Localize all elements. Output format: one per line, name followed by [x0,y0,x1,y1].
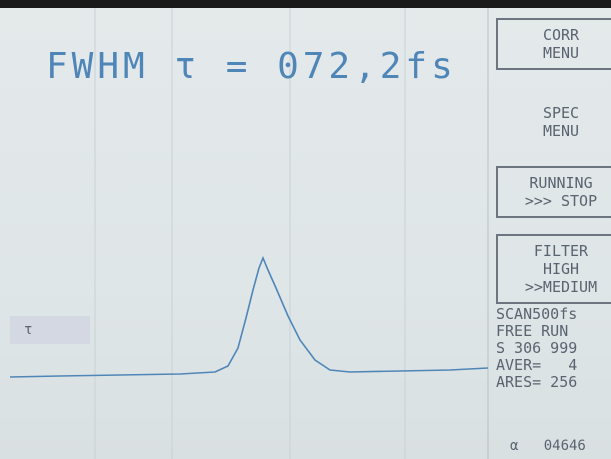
button-label: HIGH [542,260,580,278]
footer-readout: α 04646 [510,438,586,454]
status-panel: SCAN500fs FREE RUN S 306 999 AVER= 4 ARES= 2… [496,306,577,391]
button-label: FILTER [533,242,589,260]
menu-button[interactable]: CORR MENU [496,18,611,70]
trace-area [9,8,489,459]
instrument-screen: FWHM τ = 072,2fs CORR MENU SPEC MENU RUNNING… [0,8,611,459]
status-line: FREE RUN [496,322,569,340]
button-label: SPEC [542,104,580,122]
tau-marker: τ [10,316,90,344]
status-line: AVER= 4 [496,356,578,374]
button-label: >>MEDIUM [524,278,598,296]
button-label: CORR [542,26,580,44]
status-line: SCAN500fs [496,305,578,323]
button-label: MENU [542,122,580,140]
status-line: S 306 999 [496,339,578,357]
button-label: >>> STOP [524,192,598,210]
menu-button[interactable]: FILTER HIGH >>MEDIUM [496,234,611,304]
menu-button[interactable]: SPEC MENU [496,98,611,146]
pulse-trace [9,255,489,378]
fwhm-readout: FWHM τ = 072,2fs [46,46,457,87]
status-line: ARES= 256 [496,373,578,391]
button-label: MENU [542,44,580,62]
menu-button[interactable]: RUNNING >>> STOP [496,166,611,218]
button-label: RUNNING [529,174,593,192]
